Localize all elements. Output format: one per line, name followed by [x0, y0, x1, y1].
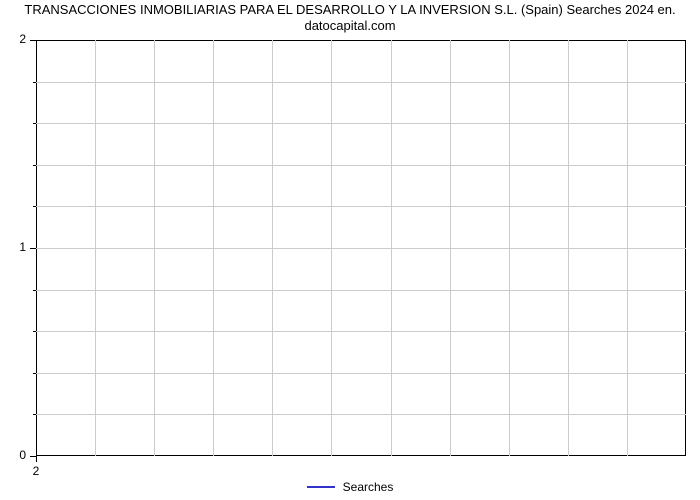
y-gridline: [36, 290, 686, 291]
y-tick: [33, 82, 36, 83]
chart-title-line2: datocapital.com: [0, 18, 700, 34]
y-tick-label: 1: [0, 240, 26, 254]
y-tick: [30, 248, 36, 249]
x-gridline: [213, 40, 214, 456]
y-gridline: [36, 414, 686, 415]
x-tick: [36, 456, 37, 462]
y-gridline: [36, 206, 686, 207]
y-tick: [33, 290, 36, 291]
y-gridline: [36, 82, 686, 83]
x-gridline: [450, 40, 451, 456]
legend-line: [307, 486, 335, 488]
y-gridline: [36, 331, 686, 332]
x-tick-label: 2: [33, 464, 40, 478]
y-gridline: [36, 373, 686, 374]
legend-label: Searches: [343, 480, 394, 494]
chart-title-line1: TRANSACCIONES INMOBILIARIAS PARA EL DESA…: [0, 2, 700, 18]
y-tick: [33, 414, 36, 415]
chart-title: TRANSACCIONES INMOBILIARIAS PARA EL DESA…: [0, 2, 700, 33]
y-tick-label: 2: [0, 32, 26, 46]
y-gridline: [36, 165, 686, 166]
x-gridline: [568, 40, 569, 456]
x-gridline: [95, 40, 96, 456]
y-gridline: [36, 123, 686, 124]
y-tick: [33, 331, 36, 332]
x-gridline: [331, 40, 332, 456]
x-gridline: [154, 40, 155, 456]
x-gridline: [627, 40, 628, 456]
y-tick-label: 0: [0, 448, 26, 462]
y-tick: [30, 40, 36, 41]
legend: Searches: [0, 480, 700, 494]
y-tick: [33, 206, 36, 207]
y-gridline: [36, 248, 686, 249]
x-gridline: [272, 40, 273, 456]
y-tick: [33, 165, 36, 166]
x-gridline: [391, 40, 392, 456]
chart-container: TRANSACCIONES INMOBILIARIAS PARA EL DESA…: [0, 0, 700, 500]
x-gridline: [509, 40, 510, 456]
y-tick: [33, 373, 36, 374]
y-tick: [33, 123, 36, 124]
